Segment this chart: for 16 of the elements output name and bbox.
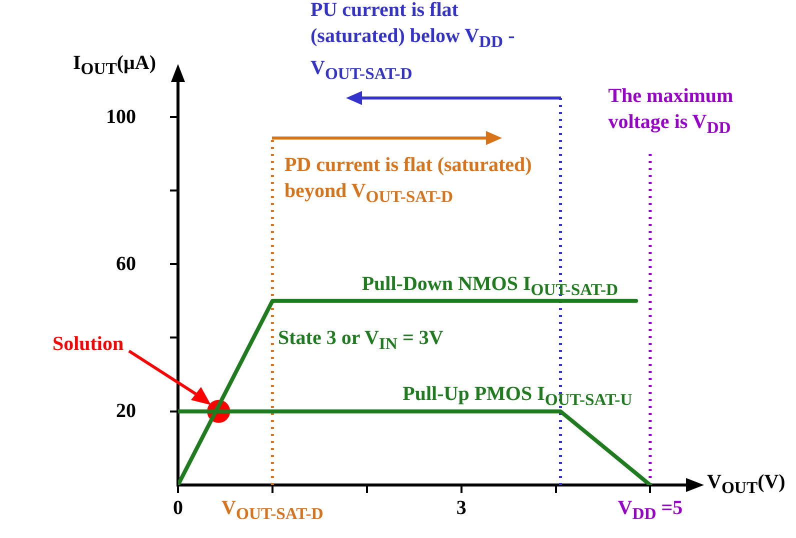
x-axis-title: V$_{OUT}$(V) (707, 469, 786, 501)
y-tick-label: 100 (106, 104, 136, 130)
y-tick-label: 20 (116, 399, 136, 424)
text: PU current is flat (saturated) below V$_{DD}$ - V$_{OUT-SAT-D}$ (310, 0, 515, 83)
series-label: Pull-Down NMOS I$_{OUT-SAT-D}$ (362, 272, 618, 301)
x-tick-label: 3 (455, 496, 468, 521)
text: Solution (52, 332, 124, 358)
x-tick-label: 0 (173, 497, 183, 519)
ref-line-label: PD current is flat (saturated) beyond V$_{OUT-SAT-D}$ (284, 153, 533, 208)
y-axis-title: I$_{OUT}$(μA) (72, 51, 156, 80)
annotation: State 3 or V$_{IN}$ = 3V (278, 326, 444, 355)
x-tick-label: V$_{OUT-SAT-D}$ (222, 497, 324, 523)
ref-line-label: The maximum voltage is V$_{DD}$ (608, 84, 734, 139)
x-tick-label: V$_{DD}$ =5 (618, 497, 683, 523)
y-tick-label: 60 (116, 252, 136, 278)
series-label: Pull-Up PMOS I$_{OUT-SAT-U}$ (402, 382, 632, 412)
